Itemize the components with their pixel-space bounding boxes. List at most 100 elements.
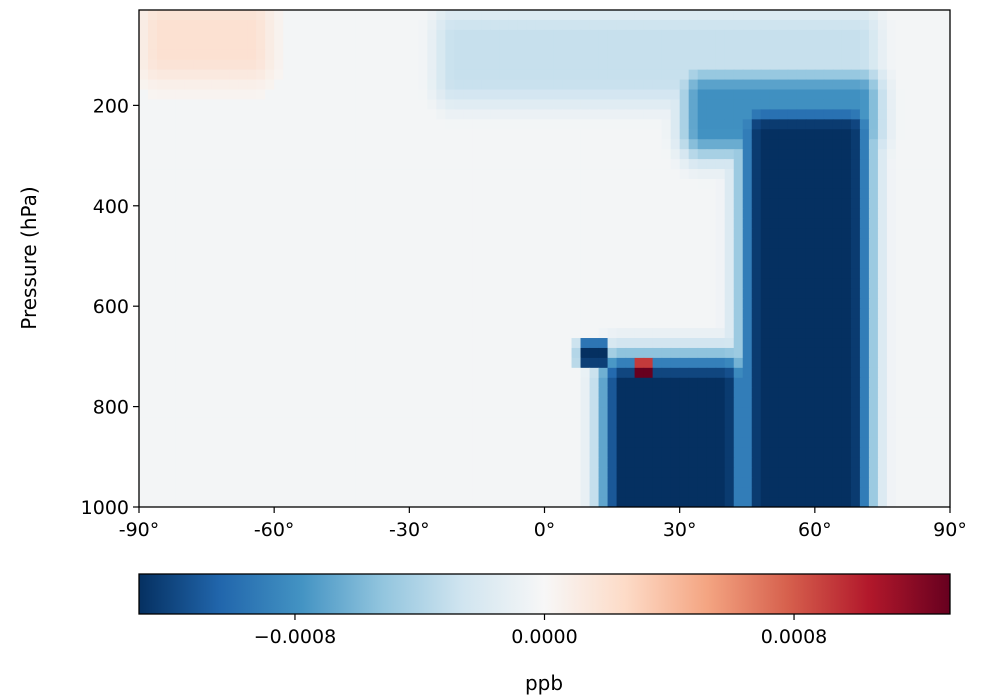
heatmap-cell (913, 477, 924, 488)
heatmap-cell (787, 298, 798, 309)
heatmap-cell (886, 139, 897, 150)
heatmap-cell (769, 49, 780, 61)
heatmap-cell (823, 69, 834, 81)
heatmap-cell (598, 198, 609, 210)
heatmap-cell (904, 377, 915, 389)
heatmap-cell (607, 407, 618, 419)
heatmap-cell (427, 407, 437, 419)
heatmap-cell (652, 208, 663, 220)
heatmap-cell (373, 10, 383, 21)
y-tick-label: 1000 (81, 497, 129, 519)
heatmap-cell (616, 497, 627, 507)
heatmap-cell (778, 278, 789, 289)
heatmap-cell (283, 397, 293, 409)
heatmap-cell (274, 397, 284, 409)
heatmap-cell (580, 188, 591, 200)
heatmap-cell (859, 228, 870, 240)
heatmap-cell (400, 268, 410, 279)
heatmap-cell (841, 457, 852, 468)
heatmap-cell (517, 487, 528, 498)
heatmap-cell (472, 208, 483, 220)
heatmap-cell (715, 139, 726, 150)
heatmap-cell (328, 318, 338, 329)
heatmap-cell (868, 318, 879, 329)
heatmap-cell (310, 169, 320, 180)
heatmap-cell (373, 467, 383, 478)
heatmap-cell (805, 298, 816, 309)
heatmap-cell (193, 218, 203, 230)
heatmap-cell (634, 298, 645, 309)
heatmap-cell (562, 59, 573, 71)
heatmap-cell (535, 49, 546, 61)
heatmap-cell (346, 19, 356, 31)
heatmap-cell (382, 397, 392, 409)
heatmap-cell (751, 119, 762, 130)
heatmap-cell (859, 367, 870, 379)
heatmap-cell (598, 29, 609, 41)
heatmap-cell (436, 457, 446, 468)
heatmap-cell (373, 347, 383, 359)
heatmap-cell (751, 208, 762, 220)
heatmap-cell (634, 109, 645, 120)
heatmap-cell (625, 367, 636, 379)
heatmap-cell (607, 19, 618, 31)
heatmap-cell (364, 139, 374, 150)
heatmap-cell (607, 437, 618, 448)
heatmap-cell (535, 268, 546, 279)
heatmap-cell (202, 69, 212, 81)
heatmap-cell (553, 198, 564, 210)
heatmap-cell (508, 129, 519, 140)
heatmap-cell (202, 457, 212, 468)
heatmap-cell (796, 437, 807, 448)
heatmap-cell (877, 497, 888, 507)
heatmap-cell (886, 268, 897, 279)
heatmap-cell (148, 39, 158, 51)
heatmap-cell (625, 198, 636, 210)
heatmap-cell (292, 198, 302, 210)
heatmap-cell (256, 298, 266, 309)
heatmap-cell (328, 268, 338, 279)
heatmap-cell (697, 39, 708, 51)
heatmap-cell (175, 437, 185, 448)
heatmap-cell (355, 487, 365, 498)
heatmap-cell (445, 497, 455, 507)
heatmap-cell (580, 447, 591, 458)
heatmap-cell (490, 10, 501, 21)
heatmap-cell (706, 119, 717, 130)
heatmap-cell (355, 19, 365, 31)
heatmap-cell (292, 79, 302, 91)
heatmap-cell (247, 129, 257, 140)
heatmap-cell (220, 387, 230, 399)
heatmap-cell (292, 338, 302, 349)
heatmap-cell (859, 10, 870, 21)
heatmap-cell (328, 89, 338, 101)
heatmap-cell (868, 298, 879, 309)
heatmap-cell (796, 59, 807, 71)
heatmap-cell (526, 139, 537, 150)
heatmap-cell (688, 377, 699, 389)
heatmap-cell (499, 149, 510, 160)
heatmap-cell (220, 188, 230, 200)
heatmap-cell (337, 49, 347, 61)
heatmap-cell (751, 427, 762, 439)
heatmap-cell (148, 377, 158, 389)
heatmap-cell (535, 149, 546, 160)
heatmap-cell (229, 129, 239, 140)
heatmap-cell (274, 357, 284, 369)
heatmap-cell (400, 178, 410, 190)
heatmap-cell (544, 407, 555, 419)
heatmap-cell (634, 467, 645, 478)
heatmap-cell (301, 407, 311, 419)
heatmap-cell (274, 19, 284, 31)
heatmap-cell (931, 49, 942, 61)
heatmap-cell (778, 159, 789, 170)
heatmap-cell (418, 407, 428, 419)
heatmap-cell (742, 39, 753, 51)
heatmap-cell (409, 298, 419, 309)
heatmap-cell (238, 159, 248, 170)
heatmap-cell (409, 169, 419, 180)
heatmap-cell (733, 357, 744, 369)
heatmap-cell (625, 487, 636, 498)
heatmap-cell (301, 347, 311, 359)
heatmap-cell (499, 169, 510, 180)
